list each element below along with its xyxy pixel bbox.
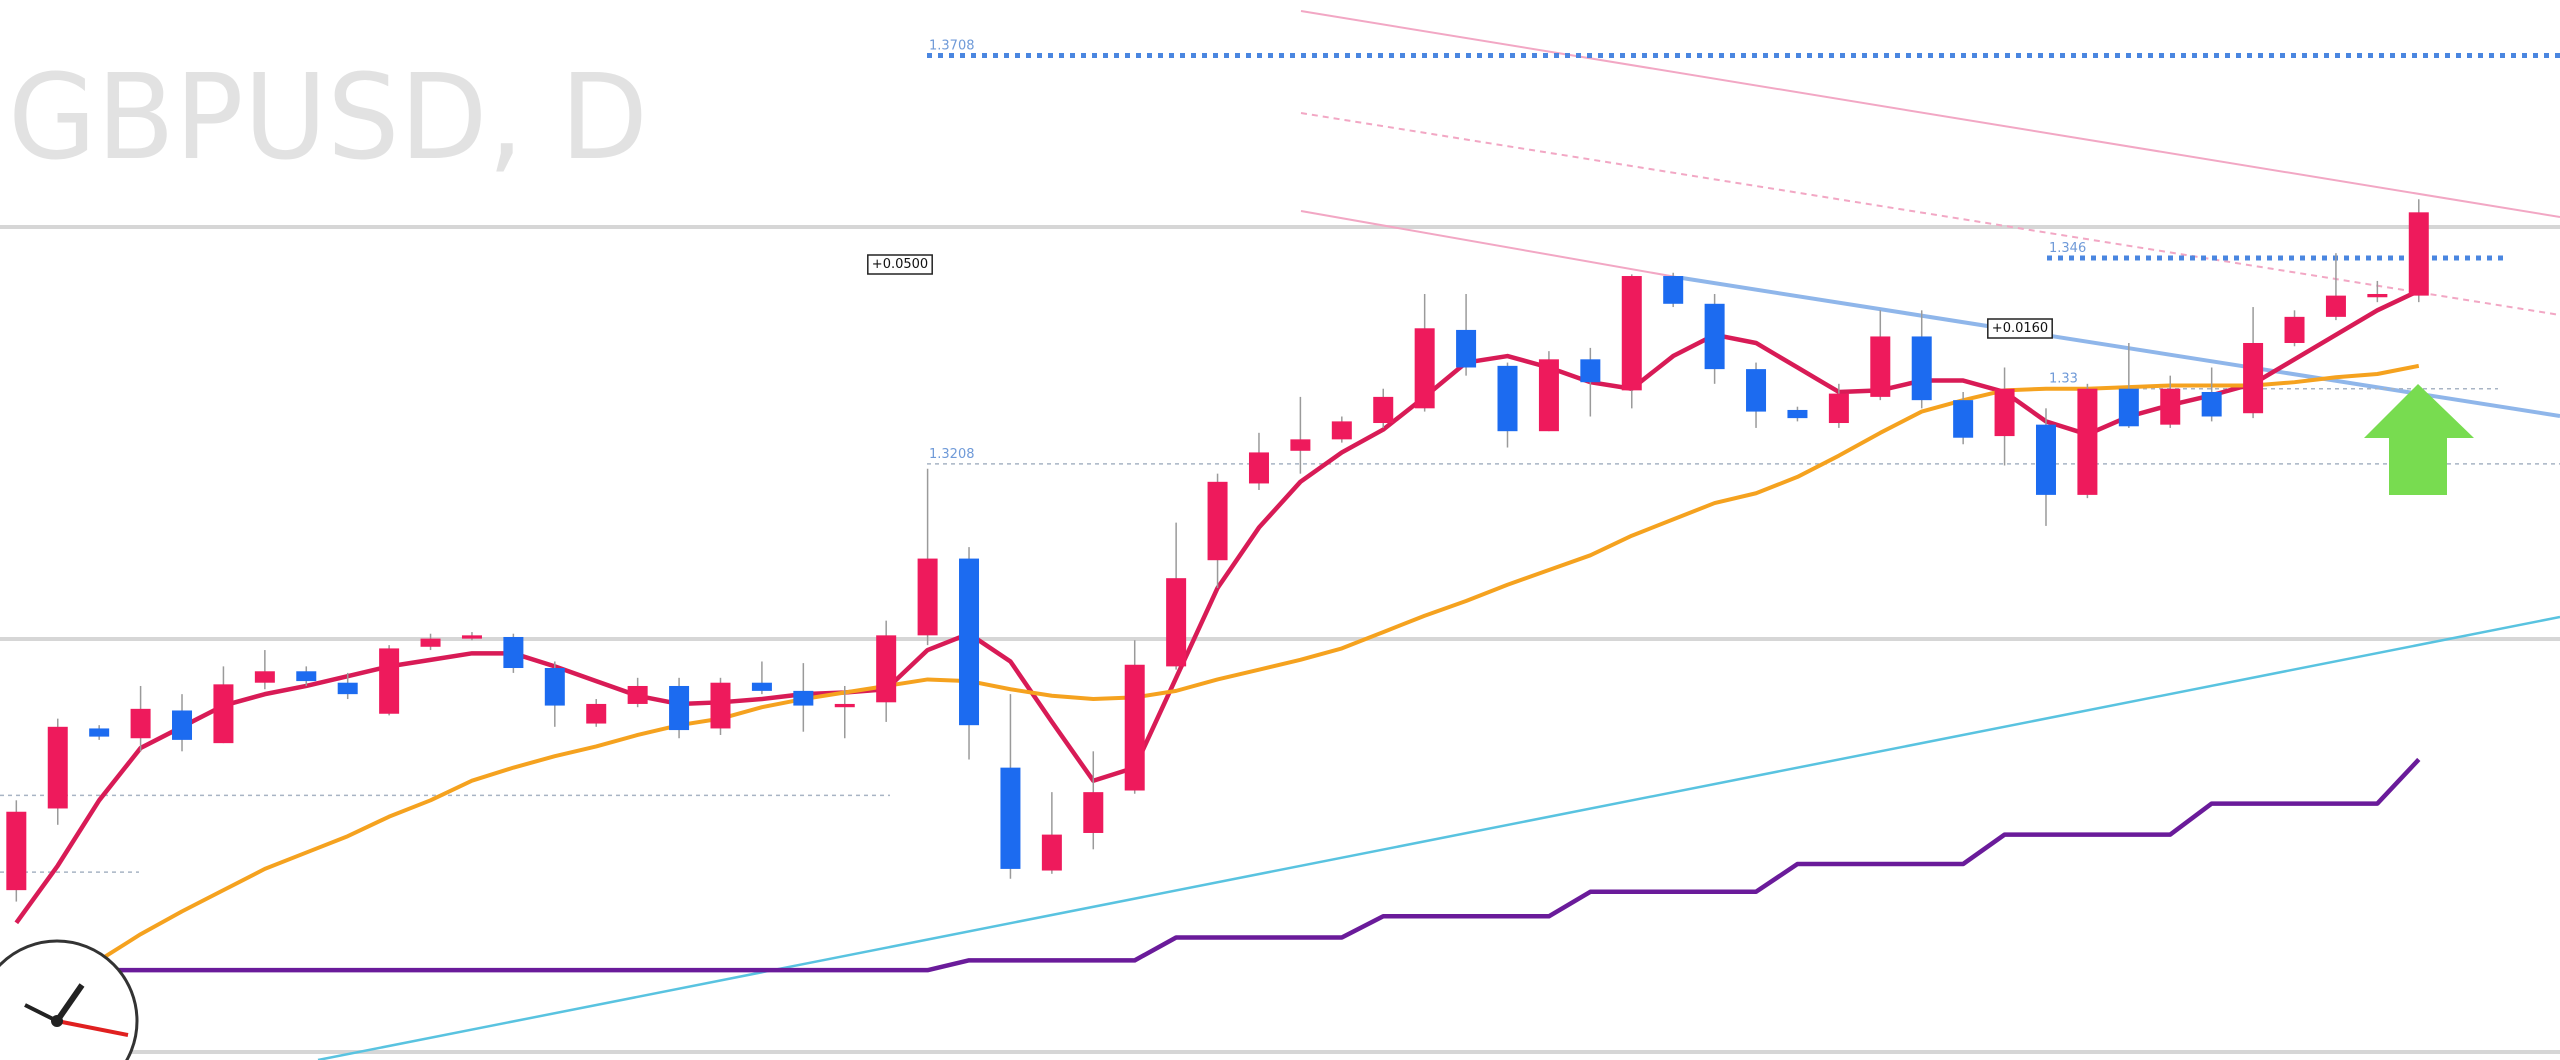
candle-body (1456, 329, 1477, 368)
candle-body (1124, 664, 1145, 791)
channel-line (1300, 112, 2560, 316)
plot: 1.3708 1.346 1.33 1.3208 (0, 39, 2560, 973)
candle-body (2160, 388, 2181, 425)
channel-line (1300, 10, 2560, 218)
candle-body (172, 710, 193, 740)
candle-body (2201, 391, 2222, 417)
price-level-label: 1.3208 (929, 447, 975, 462)
candle-body (2077, 388, 2098, 495)
candle-body (2035, 424, 2056, 495)
candle-body (1000, 767, 1021, 869)
candle-body (461, 635, 482, 639)
candle-body (1704, 303, 1725, 370)
candle-body (337, 682, 358, 695)
candle-body (2118, 388, 2139, 427)
candle-body (1290, 439, 1311, 451)
candle-body (917, 558, 938, 636)
candle-body (1248, 452, 1269, 484)
candle-body (1994, 388, 2015, 437)
up-arrow (2364, 384, 2474, 495)
overlay-line (98, 363, 2420, 963)
candle-body (1746, 369, 1767, 412)
candle-body (6, 811, 27, 891)
candle-body (793, 690, 814, 706)
candle-body (1207, 481, 1228, 561)
candle-body (710, 682, 731, 729)
candle-body (2325, 295, 2346, 317)
candle-body (627, 685, 648, 704)
candle-body (420, 638, 441, 647)
price-level-label: 1.33 (2049, 372, 2078, 387)
candle-body (834, 703, 855, 708)
candle-body (1041, 834, 1062, 871)
candle-body (1787, 409, 1808, 419)
candle-body (751, 682, 772, 691)
candle-body (213, 684, 234, 744)
annotation-box (867, 254, 933, 275)
candle-body (1870, 336, 1891, 397)
annotation: +0.0160 (1992, 321, 2048, 336)
trend-line (317, 615, 2560, 1060)
candle-body (1828, 393, 1849, 424)
annotation: +0.0500 (872, 257, 928, 272)
candle-body (1083, 792, 1104, 833)
candle-body (1580, 359, 1601, 383)
annotation-box (1987, 318, 2053, 339)
candle-body (379, 648, 400, 714)
price-level-label: 1.3708 (929, 39, 975, 54)
candle-body (2284, 316, 2305, 343)
price-level-label: 1.346 (2049, 241, 2086, 256)
candle-body (296, 671, 317, 682)
candle-body (1953, 400, 1974, 438)
candle-body (1497, 365, 1518, 432)
candle-body (89, 728, 110, 737)
candle-body (47, 726, 68, 809)
overlay-line (16, 757, 2421, 973)
candle-body (130, 708, 151, 739)
candle-body (544, 668, 565, 706)
candle-body (1414, 328, 1435, 409)
candle-body (503, 636, 524, 669)
clock-icon (0, 939, 139, 1060)
candle-body (876, 635, 897, 703)
candle-body (2367, 293, 2388, 298)
channel-line (1300, 210, 1683, 279)
candle-body (2243, 342, 2264, 414)
candle-body (1663, 276, 1684, 304)
candle-body (1166, 578, 1187, 667)
candle-body (1621, 276, 1642, 391)
chart-title: GBPUSD, D (8, 48, 648, 186)
candle-body (2408, 212, 2429, 296)
candle-body (1538, 359, 1559, 432)
candle-body (254, 671, 275, 683)
candle-body (1331, 421, 1352, 440)
candle-body (959, 558, 980, 726)
candle-body (1911, 336, 1932, 401)
candle-body (1373, 396, 1394, 424)
candle-body (669, 685, 690, 731)
candle-body (586, 703, 607, 724)
